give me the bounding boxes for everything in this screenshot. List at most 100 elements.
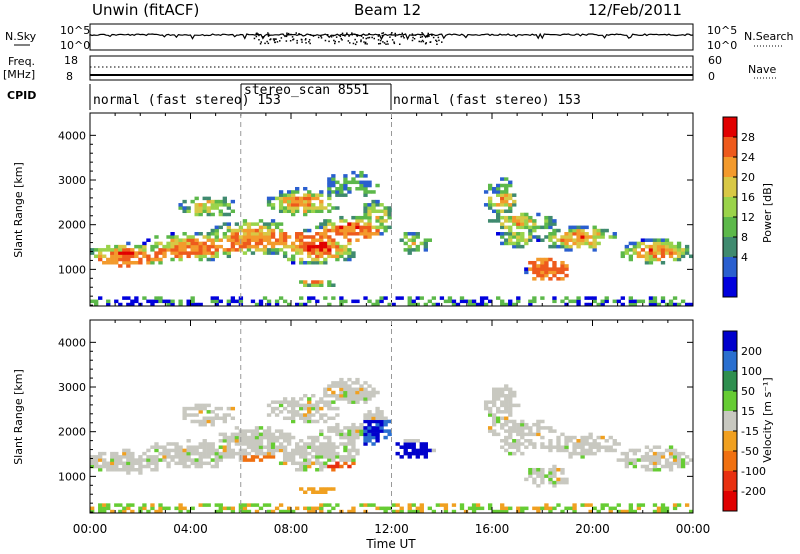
heatmap-cell	[616, 299, 621, 304]
heatmap-cell	[319, 397, 324, 401]
colorbar-frame	[722, 116, 738, 298]
heatmap-cell	[282, 244, 288, 249]
heatmap-cell	[186, 464, 191, 469]
noise-dot	[419, 36, 422, 38]
heatmap-cell	[303, 445, 308, 449]
heatmap-cell	[672, 296, 678, 300]
heatmap-cell	[536, 270, 541, 275]
heatmap-cell	[307, 228, 312, 233]
heatmap-cell	[278, 461, 284, 466]
heatmap-cell	[572, 442, 577, 446]
heatmap-cell	[323, 451, 328, 456]
heatmap-cell	[343, 432, 348, 437]
heatmap-cell	[568, 506, 573, 511]
heatmap-cell	[339, 228, 344, 233]
heatmap-cell	[363, 190, 368, 194]
heatmap-cell	[206, 448, 211, 453]
heatmap-cell	[544, 506, 549, 511]
heatmap-cell	[303, 464, 308, 469]
heatmap-cell	[331, 406, 336, 411]
heatmap-cell	[266, 241, 272, 246]
noise-dot	[276, 41, 279, 43]
heatmap-cell	[508, 442, 513, 446]
heatmap-cell	[270, 244, 276, 249]
heatmap-cell	[568, 451, 573, 456]
heatmap-cell	[295, 196, 300, 201]
nsky-label: N.Sky	[5, 30, 37, 43]
heatmap-cell	[303, 448, 308, 453]
heatmap-cell	[512, 219, 517, 223]
heatmap-cell	[319, 222, 324, 226]
heatmap-cell	[319, 232, 324, 236]
heatmap-cell	[311, 296, 316, 300]
heatmap-cell	[331, 177, 336, 181]
heatmap-cell	[363, 225, 368, 230]
heatmap-cell	[274, 448, 280, 453]
heatmap-cell	[327, 238, 332, 242]
heatmap-cell	[206, 503, 211, 507]
heatmap-cell	[166, 455, 171, 459]
heatmap-cell	[524, 225, 529, 230]
heatmap-cell	[226, 203, 231, 207]
heatmap-cell	[379, 203, 384, 207]
heatmap-cell	[146, 299, 151, 304]
heatmap-cell	[415, 232, 420, 236]
heatmap-cell	[540, 506, 545, 511]
heatmap-cell	[158, 451, 163, 456]
power-colorbar-label: Power [dB]	[761, 183, 774, 243]
heatmap-cell	[548, 445, 553, 449]
heatmap-cell	[500, 222, 505, 226]
heatmap-cell	[483, 403, 489, 408]
heatmap-cell	[303, 419, 308, 424]
heatmap-cell	[286, 458, 292, 462]
heatmap-cell	[210, 203, 215, 207]
heatmap-cell	[568, 238, 573, 242]
heatmap-cell	[170, 251, 175, 255]
heatmap-cell	[102, 260, 107, 265]
heatmap-cell	[146, 238, 151, 242]
heatmap-cell	[122, 244, 127, 249]
y-tick-label: 3000	[58, 381, 86, 394]
heatmap-cell	[218, 209, 223, 214]
heatmap-cell	[319, 260, 324, 265]
noise-search-dots	[253, 32, 443, 46]
heatmap-cell	[548, 277, 553, 281]
heatmap-cell	[564, 238, 569, 242]
noise-dot	[267, 35, 270, 37]
heatmap-cell	[343, 193, 348, 197]
heatmap-cell	[222, 439, 227, 443]
heatmap-cell	[355, 215, 360, 220]
heatmap-cell	[307, 260, 312, 265]
noise-dot	[267, 32, 269, 34]
heatmap-cell	[307, 403, 312, 408]
plot-title: Unwin (fitACF)	[92, 1, 200, 19]
heatmap-cell	[628, 248, 633, 252]
heatmap-cell	[158, 509, 163, 514]
heatmap-cell	[496, 410, 501, 414]
heatmap-cell	[315, 206, 320, 210]
heatmap-cell	[347, 455, 352, 459]
heatmap-cell	[178, 257, 183, 262]
heatmap-cell	[504, 238, 509, 242]
heatmap-cell	[516, 426, 521, 430]
heatmap-cell	[106, 467, 111, 472]
heatmap-cell	[222, 212, 227, 217]
heatmap-cell	[278, 199, 284, 204]
heatmap-cell	[90, 458, 95, 462]
heatmap-cell	[299, 199, 304, 204]
heatmap-cell	[375, 302, 380, 307]
heatmap-cell	[347, 439, 352, 443]
heatmap-cell	[351, 435, 356, 440]
heatmap-cell	[202, 241, 207, 246]
heatmap-cell	[234, 248, 240, 252]
noise-dot	[253, 37, 256, 40]
heatmap-cell	[532, 235, 537, 239]
heatmap-cell	[624, 451, 629, 456]
heatmap-cell	[258, 445, 264, 449]
heatmap-cell	[387, 429, 392, 433]
colorbar-tick-label: 28	[741, 131, 755, 144]
heatmap-cell	[375, 416, 380, 421]
heatmap-cell	[335, 190, 340, 194]
heatmap-cell	[536, 474, 541, 478]
heatmap-cell	[323, 206, 328, 210]
